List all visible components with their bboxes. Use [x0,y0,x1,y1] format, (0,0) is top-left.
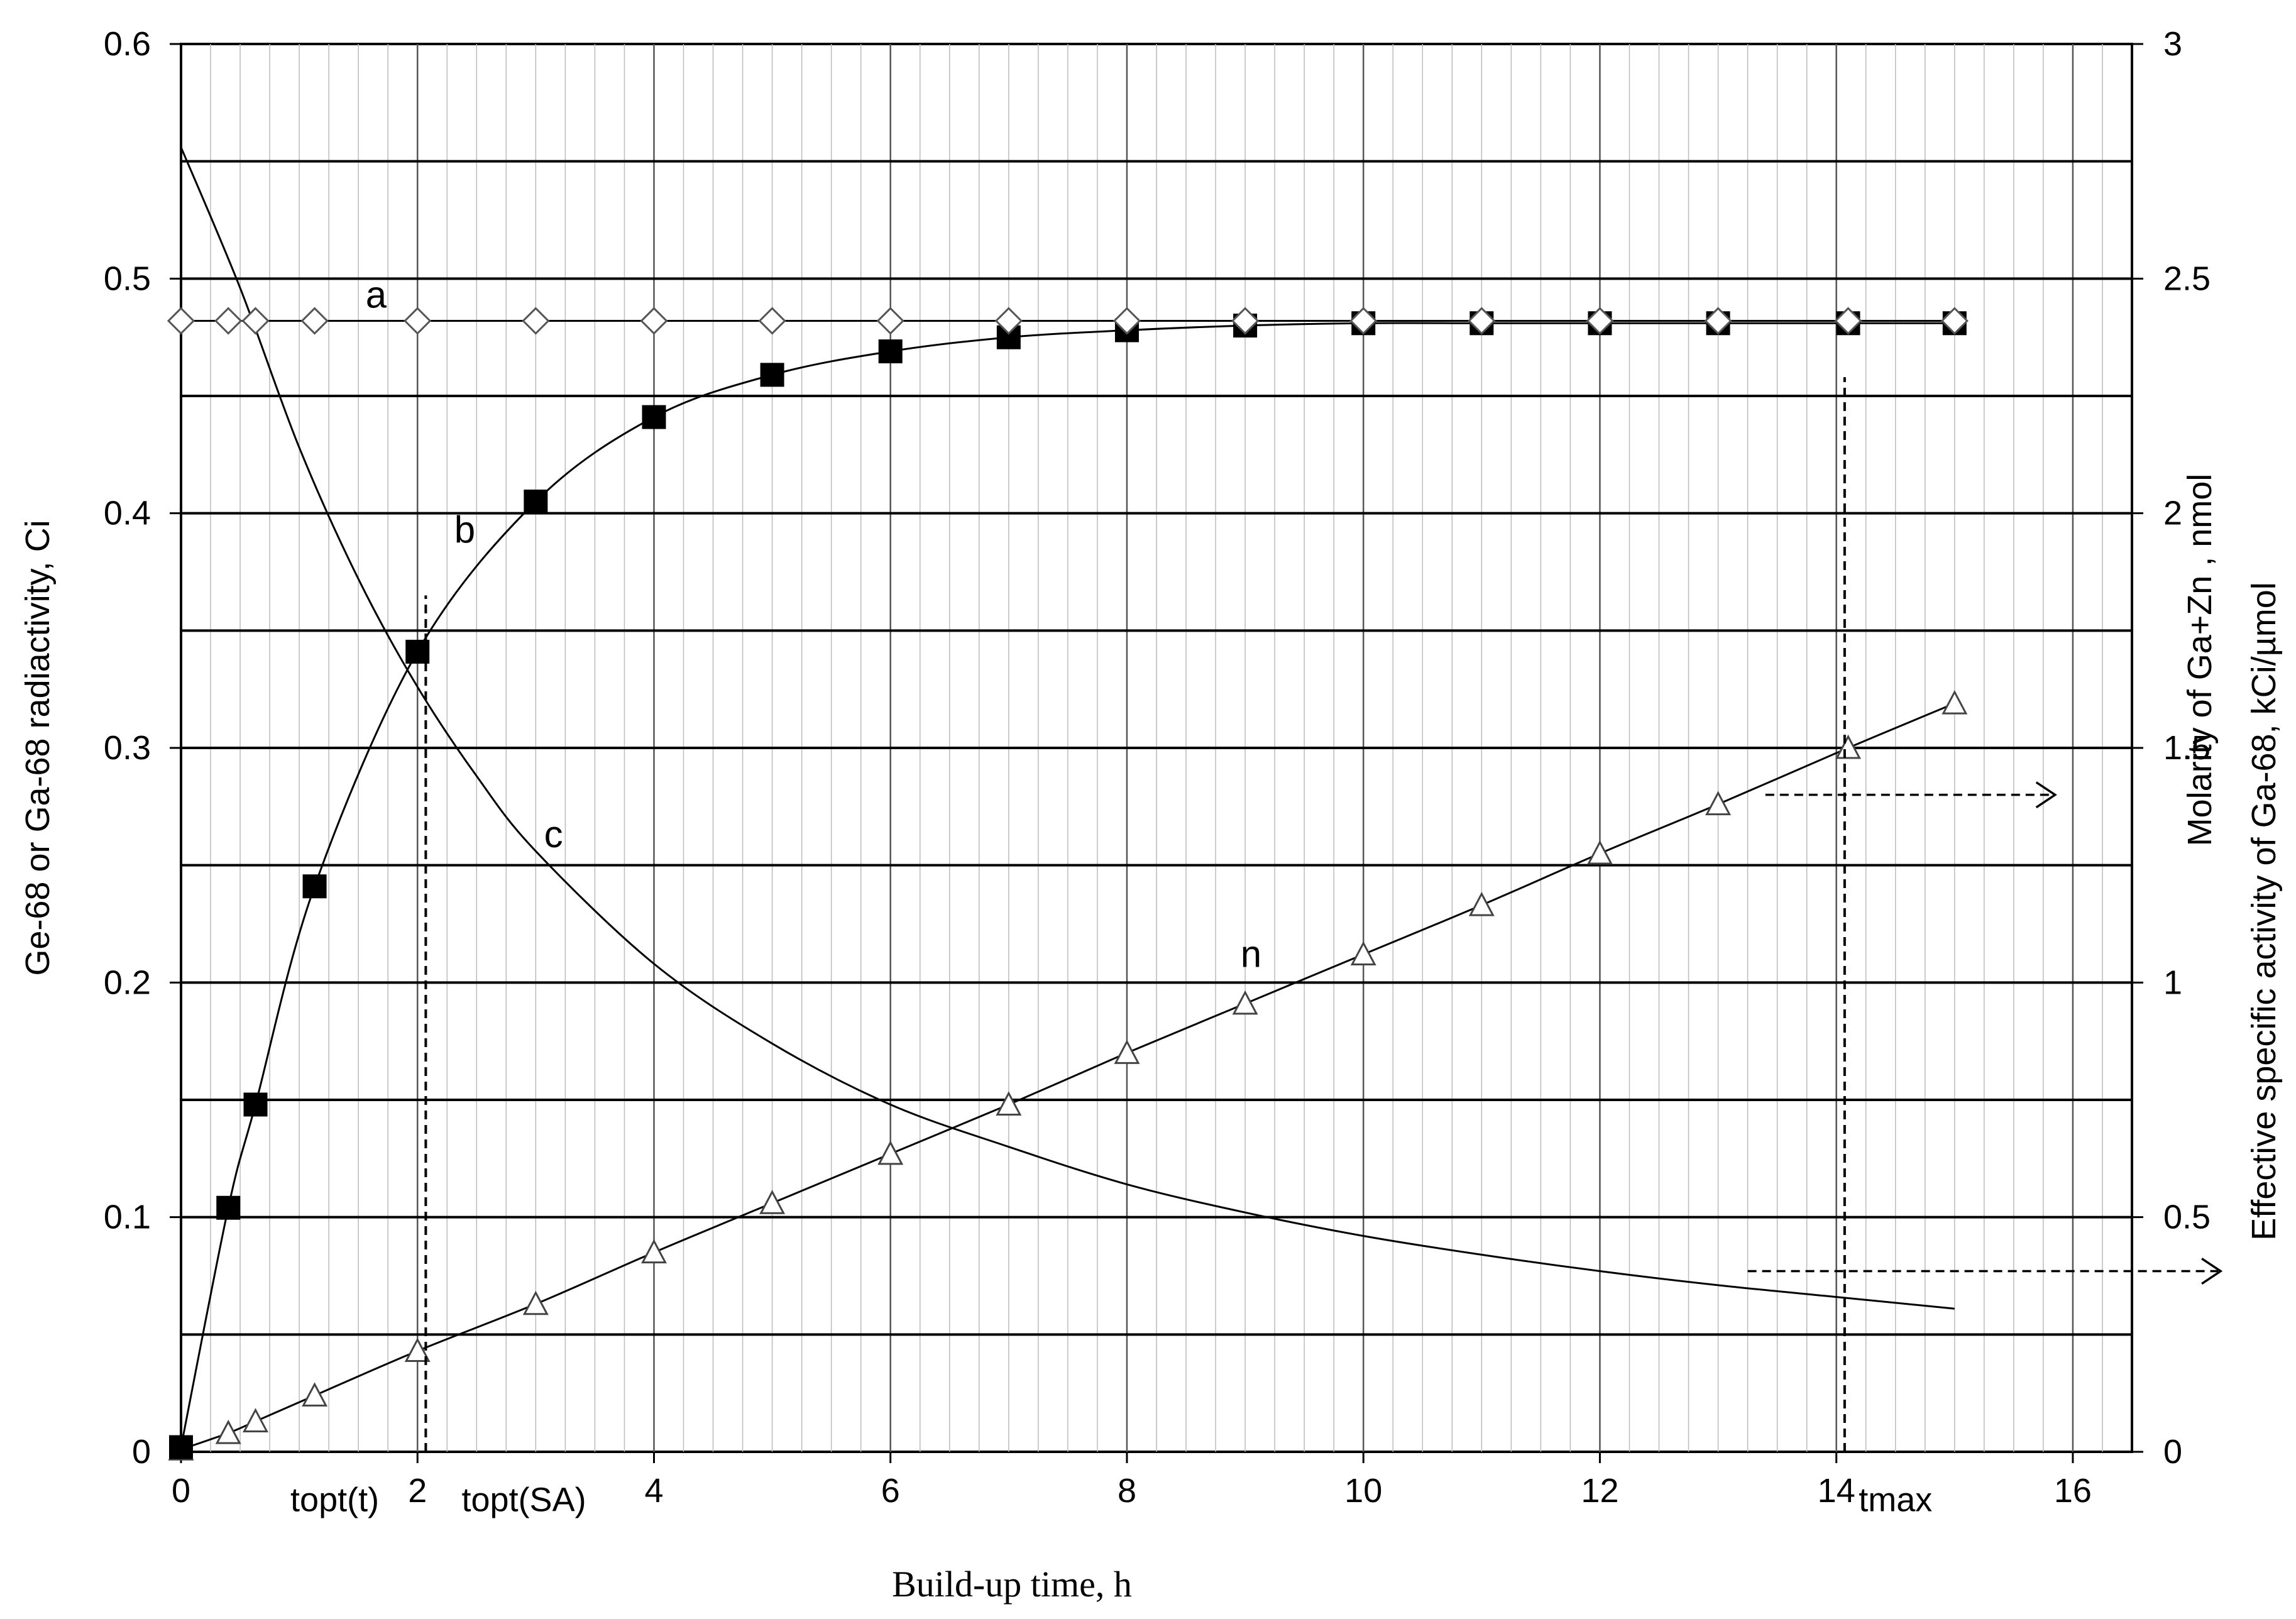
series-label-a: a [366,273,387,316]
data-point-a [404,307,432,335]
y-right-tick-label: 0 [2163,1433,2182,1471]
y-left-tick-label: 0.6 [104,25,151,63]
data-point-a [300,307,329,335]
y-axis-right-title-specific-activity: Effective specific activity of Ga-68, kC… [2245,582,2283,1240]
data-point-n [877,1140,904,1165]
data-point-a [214,307,243,335]
data-point-n [404,1337,431,1362]
data-point-b [642,405,666,429]
y-right-tick-label: 1.5 [2163,729,2211,767]
series-labels: a b c n [366,273,1261,975]
x-axis-title: Build-up time, h [892,1564,1132,1605]
data-point-b [302,874,327,899]
data-point-n [522,1290,549,1315]
data-point-n [1114,1040,1140,1064]
y-left-tick-label: 0.3 [104,729,151,767]
y-left-tick-label: 0.2 [104,963,151,1001]
data-point-a [1231,307,1260,335]
y-left-tick-label: 0.5 [104,260,151,297]
x-tick-label: 4 [644,1472,663,1510]
x-axis: 0 2 4 6 8 10 12 14 16 [172,1452,2092,1510]
data-point-a [876,307,904,335]
data-point-a [1112,307,1141,335]
data-point-n [215,1419,241,1444]
data-point-n [302,1382,328,1407]
y-axis-right: 0 0.5 1 1.5 2 2.5 3 [2132,25,2211,1471]
data-point-a [758,307,786,335]
annotation-label: topt(t) [290,1481,379,1519]
data-point-n [759,1190,786,1214]
series-label-n: n [1241,933,1261,975]
series-label-b: b [454,508,475,551]
data-point-n [1350,941,1376,966]
data-point-a [640,307,668,335]
series-markers [167,307,1969,1461]
y-axis-left-title: Ge-68 or Ga-68 radiactivity, Ci [19,520,57,975]
y-axis-right-title-molarity: Molarity of Ga+Zn , nmol [2181,474,2219,847]
y-axis-left: 0 0.1 0.2 0.3 0.4 0.5 0.6 [104,25,181,1471]
plot-area [180,43,2133,1453]
y-left-tick-label: 0 [132,1433,151,1471]
data-point-b [878,339,903,364]
x-tick-label: 8 [1118,1472,1136,1510]
data-point-n [1835,734,1862,759]
y-left-tick-label: 0.1 [104,1199,151,1236]
data-point-b [405,639,430,664]
data-point-a [167,307,195,335]
data-point-b [216,1195,241,1220]
data-point-n [243,1408,269,1432]
y-right-tick-label: 2 [2163,495,2182,532]
data-point-a [1940,307,1969,335]
data-point-n [1705,791,1732,816]
y-right-tick-label: 1 [2163,963,2182,1001]
y-left-tick-label: 0.4 [104,495,151,532]
y-right-tick-label: 3 [2163,25,2182,63]
y-right-tick-label: 2.5 [2163,260,2211,297]
x-tick-label: 0 [172,1472,190,1510]
x-tick-label: 14 [1818,1472,1855,1510]
y-right-tick-label: 0.5 [2163,1199,2211,1236]
x-tick-label: 12 [1581,1472,1618,1510]
data-point-a [994,307,1023,335]
data-point-a [1834,307,1862,335]
data-point-a [1704,307,1732,335]
annotation-label: tmax [1859,1481,1932,1519]
series-line-c [180,146,1955,1310]
data-point-n [640,1239,667,1264]
data-point-a [1586,307,1614,335]
x-tick-label: 16 [2054,1472,2092,1510]
data-point-a [241,307,270,335]
data-point-b [760,363,784,387]
x-tick-label: 6 [881,1472,900,1510]
data-point-a [1468,307,1496,335]
data-point-b [243,1092,268,1117]
reference-lines [424,377,1846,1452]
data-point-n [1586,840,1613,865]
grid [181,44,2132,1452]
pointer-arrow-head [2035,781,2057,809]
data-point-a [1349,307,1378,335]
x-tick-label: 2 [408,1472,427,1510]
annotation-label: topt(SA) [462,1481,586,1519]
axis-pointer-arrows [1747,781,2223,1285]
x-tick-label: 10 [1344,1472,1382,1510]
data-point-b [524,490,548,513]
pointer-arrow-head [2201,1258,2223,1285]
data-point-n [1232,990,1258,1015]
series-label-c: c [544,813,563,855]
data-point-b [169,1435,193,1459]
data-point-n [1468,891,1495,916]
data-point-n [996,1091,1022,1116]
annotations: topt(t) topt(SA) tmax [290,1481,1932,1519]
data-point-a [522,307,550,335]
data-point-n [1942,689,1968,715]
